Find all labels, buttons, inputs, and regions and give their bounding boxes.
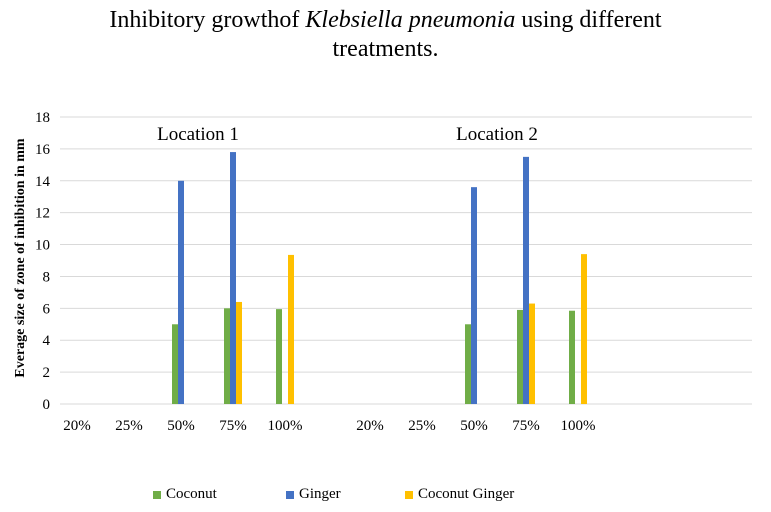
x-tick-label: 50% (460, 418, 488, 434)
bar-coconut (172, 324, 178, 404)
legend-swatch (153, 490, 161, 499)
x-tick-label: 50% (167, 418, 195, 434)
title-part: treatments. (332, 36, 439, 62)
y-tick-label: 12 (35, 206, 50, 222)
title-part: Inhibitory growth (109, 7, 280, 33)
legend-label: Coconut Ginger (418, 486, 515, 502)
chart-title: Inhibitory growthof Klebsiella pneumonia… (0, 6, 771, 64)
bar-coconut (517, 309, 523, 404)
title-part: of (279, 7, 306, 33)
group-label: Location 1 (157, 124, 239, 145)
y-tick-label: 6 (43, 301, 51, 317)
x-tick-label: 75% (512, 418, 540, 434)
y-tick-label: 14 (35, 174, 51, 190)
title-part: using different (515, 7, 662, 33)
bar-coconut-ginger (288, 254, 294, 404)
bar-coconut (569, 310, 575, 404)
legend-item-ginger: Ginger (286, 486, 341, 503)
y-tick-label: 0 (43, 397, 51, 413)
bar-coconut (465, 324, 471, 404)
bar-ginger (178, 180, 184, 404)
group-label: Location 2 (456, 124, 538, 145)
bar-coconut-ginger (581, 254, 587, 404)
legend-label: Coconut (166, 486, 217, 502)
title-species: Klebsiella pneumonia (305, 7, 516, 33)
y-tick-label: 16 (35, 142, 51, 158)
bar-coconut-ginger (236, 301, 242, 404)
y-tick-label: 8 (43, 269, 51, 285)
y-tick-label: 10 (35, 238, 50, 254)
y-tick-label: 2 (43, 365, 51, 381)
legend-swatch (286, 490, 294, 499)
x-tick-label: 100% (561, 418, 596, 434)
x-tick-label: 25% (408, 418, 436, 434)
legend-swatch (405, 490, 413, 499)
bar-ginger (523, 156, 529, 404)
group-label-bg (442, 120, 552, 148)
x-tick-label: 20% (356, 418, 384, 434)
group-label-bg (143, 120, 253, 148)
legend-item-coconut: Coconut (153, 486, 217, 503)
legend-item-coconut-ginger: Coconut Ginger (405, 486, 514, 503)
bar-coconut (276, 309, 282, 404)
bar-ginger (230, 152, 236, 404)
legend-label: Ginger (299, 486, 341, 502)
x-tick-label: 100% (268, 418, 303, 434)
x-tick-label: 25% (115, 418, 143, 434)
y-tick-label: 4 (43, 333, 51, 349)
x-tick-label: 20% (63, 418, 91, 434)
bar-ginger (471, 187, 477, 404)
x-tick-label: 75% (219, 418, 247, 434)
bar-coconut (224, 308, 230, 404)
y-tick-label: 18 (35, 110, 50, 126)
bar-coconut-ginger (529, 303, 535, 404)
